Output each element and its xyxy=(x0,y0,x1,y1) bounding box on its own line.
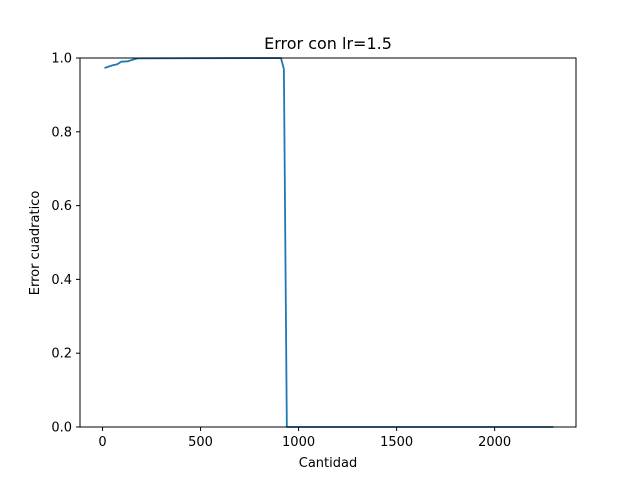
x-tick-label: 0 xyxy=(98,435,106,450)
y-axis-label: Error cuadratico xyxy=(28,191,43,296)
y-tick-label: 0.4 xyxy=(51,273,72,288)
x-tick-label: 1500 xyxy=(380,435,413,450)
series-line-0 xyxy=(104,57,554,428)
plot-frame xyxy=(79,57,577,428)
y-tick-label: 0.8 xyxy=(51,125,72,140)
x-tick-label: 1000 xyxy=(282,435,315,450)
y-tick-label: 0.2 xyxy=(51,347,72,362)
x-tick-label: 500 xyxy=(188,435,213,450)
y-tick-label: 0.6 xyxy=(51,199,72,214)
chart-title: Error con lr=1.5 xyxy=(264,34,392,53)
y-tick-label: 1.0 xyxy=(51,52,72,67)
y-tick-label: 0.0 xyxy=(51,421,72,436)
y-axis-ticks: 0.0 0.2 0.4 0.6 0.8 1.0 xyxy=(51,52,80,436)
x-tick-label: 2000 xyxy=(478,435,511,450)
x-axis-label: Cantidad xyxy=(299,456,357,471)
x-axis-ticks: 0 500 1000 1500 2000 xyxy=(98,427,511,450)
